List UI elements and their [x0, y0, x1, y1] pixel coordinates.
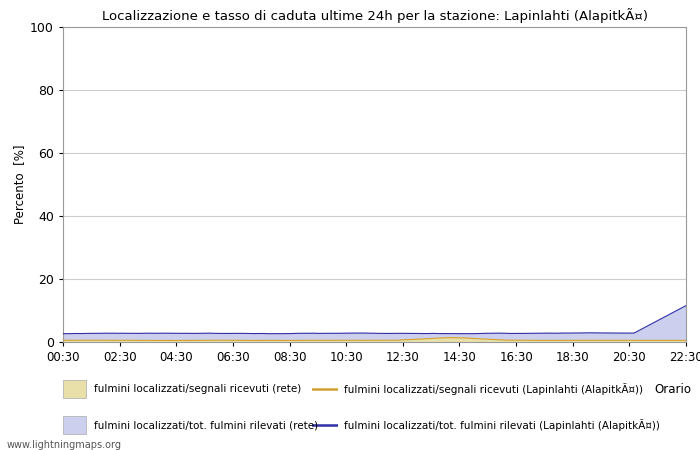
Text: fulmini localizzati/segnali ricevuti (rete): fulmini localizzati/segnali ricevuti (re… — [94, 384, 302, 394]
Text: www.lightningmaps.org: www.lightningmaps.org — [7, 440, 122, 450]
Y-axis label: Percento  [%]: Percento [%] — [13, 145, 26, 224]
Text: fulmini localizzati/segnali ricevuti (Lapinlahti (AlapitkÃ¤)): fulmini localizzati/segnali ricevuti (La… — [344, 383, 643, 395]
Title: Localizzazione e tasso di caduta ultime 24h per la stazione: Lapinlahti (Alapitk: Localizzazione e tasso di caduta ultime … — [102, 8, 648, 23]
Text: Orario: Orario — [654, 383, 692, 396]
Text: fulmini localizzati/tot. fulmini rilevati (Lapinlahti (AlapitkÃ¤)): fulmini localizzati/tot. fulmini rilevat… — [344, 419, 660, 431]
Text: fulmini localizzati/tot. fulmini rilevati (rete): fulmini localizzati/tot. fulmini rilevat… — [94, 420, 318, 430]
